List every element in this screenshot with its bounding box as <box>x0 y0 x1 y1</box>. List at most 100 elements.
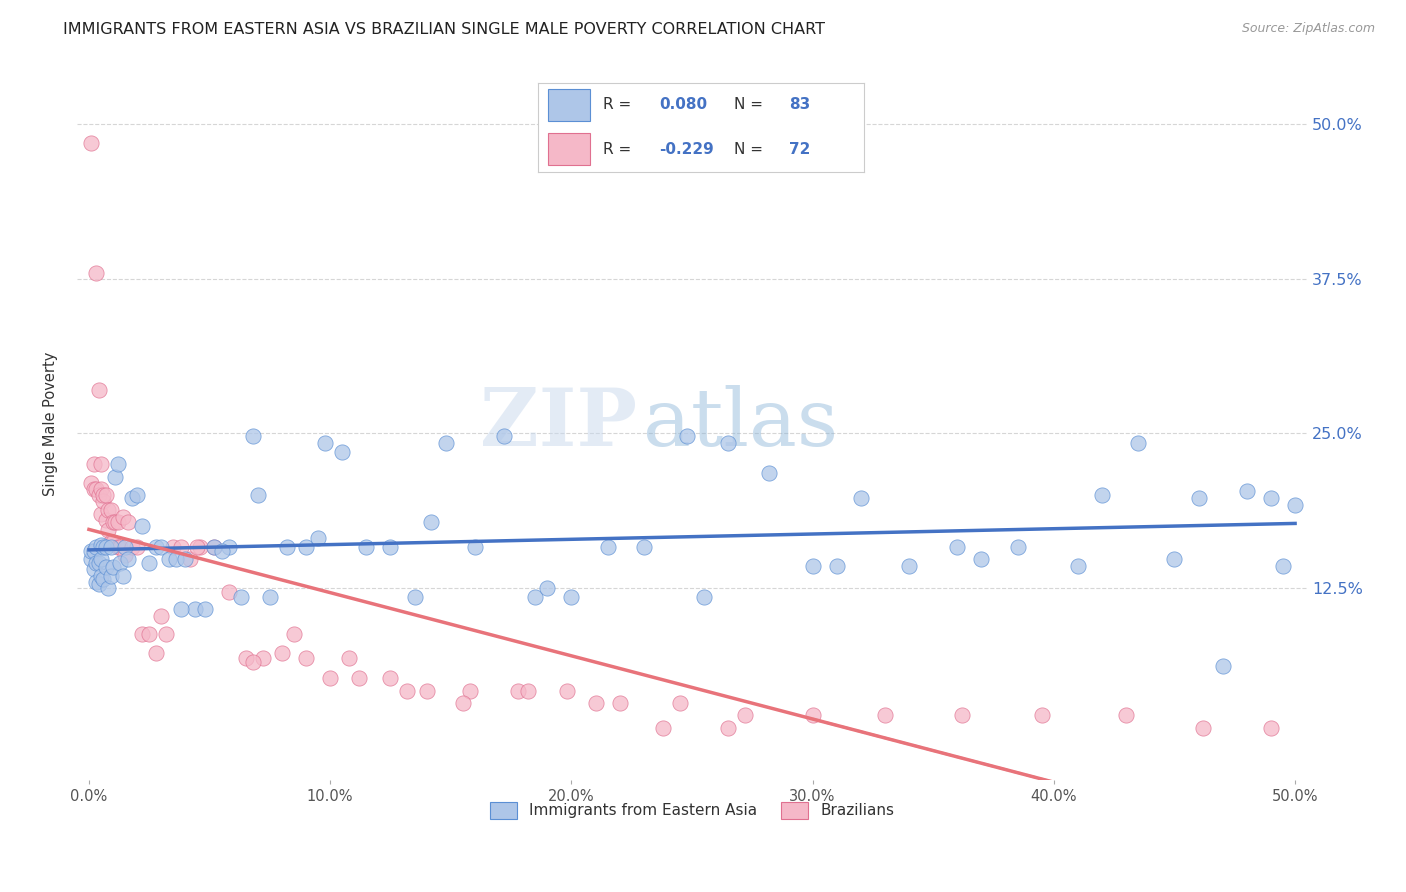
Point <box>218 540 240 554</box>
Point <box>93 572 115 586</box>
Point <box>380 540 402 554</box>
Point <box>94 560 117 574</box>
Point <box>319 671 342 685</box>
Point <box>218 584 240 599</box>
Point <box>188 540 211 554</box>
Point <box>84 556 107 570</box>
Point <box>873 708 896 723</box>
Point <box>165 552 187 566</box>
Point <box>758 466 780 480</box>
Point <box>100 535 122 549</box>
Point <box>246 488 269 502</box>
Point <box>131 519 153 533</box>
Point <box>633 540 655 554</box>
Point <box>107 540 129 554</box>
Point <box>464 540 486 554</box>
Point <box>155 626 177 640</box>
Point <box>211 544 233 558</box>
Point <box>898 558 921 573</box>
Point <box>127 488 149 502</box>
Point <box>1260 491 1282 505</box>
Point <box>114 540 136 554</box>
Point <box>169 602 191 616</box>
Point <box>276 540 298 554</box>
Point <box>110 556 132 570</box>
Point <box>90 482 112 496</box>
Point <box>90 507 112 521</box>
Point <box>186 540 208 554</box>
Point <box>117 516 139 530</box>
Point <box>524 590 547 604</box>
Point <box>950 708 973 723</box>
Point <box>339 651 361 665</box>
Point <box>90 457 112 471</box>
Point <box>104 516 127 530</box>
Point <box>1031 708 1053 723</box>
Point <box>80 475 103 490</box>
Point <box>184 602 207 616</box>
Point <box>1236 484 1258 499</box>
Point <box>1067 558 1090 573</box>
Point <box>314 436 336 450</box>
Point <box>1007 540 1029 554</box>
Point <box>150 609 173 624</box>
Point <box>1187 491 1209 505</box>
Point <box>458 683 481 698</box>
Point <box>94 540 117 554</box>
Point <box>492 429 515 443</box>
Point <box>107 516 129 530</box>
Y-axis label: Single Male Poverty: Single Male Poverty <box>44 351 58 496</box>
Text: ZIP: ZIP <box>479 385 637 463</box>
Point <box>295 651 318 665</box>
Point <box>652 721 675 735</box>
Point <box>87 556 110 570</box>
Point <box>97 581 120 595</box>
Text: Source: ZipAtlas.com: Source: ZipAtlas.com <box>1241 22 1375 36</box>
Point <box>80 544 103 558</box>
Point <box>157 552 180 566</box>
Point <box>252 651 274 665</box>
Point <box>242 429 264 443</box>
Point <box>100 568 122 582</box>
Point <box>174 552 197 566</box>
Point <box>101 535 124 549</box>
Point <box>536 581 558 595</box>
Point <box>307 532 329 546</box>
Point <box>87 383 110 397</box>
Point <box>283 626 305 640</box>
Point <box>202 540 225 554</box>
Point <box>90 552 112 566</box>
Point <box>107 457 129 471</box>
Point <box>145 540 167 554</box>
Point <box>100 503 122 517</box>
Text: IMMIGRANTS FROM EASTERN ASIA VS BRAZILIAN SINGLE MALE POVERTY CORRELATION CHART: IMMIGRANTS FROM EASTERN ASIA VS BRAZILIA… <box>63 22 825 37</box>
Point <box>84 540 107 554</box>
Point <box>347 671 370 685</box>
Point <box>560 590 582 604</box>
Point <box>94 488 117 502</box>
Point <box>801 708 824 723</box>
Point <box>1128 436 1150 450</box>
Point <box>717 721 740 735</box>
Point <box>717 436 740 450</box>
Point <box>121 540 143 554</box>
Point <box>87 488 110 502</box>
Point <box>585 696 607 710</box>
Point <box>356 540 378 554</box>
Point <box>104 469 127 483</box>
Point <box>434 436 457 450</box>
Point <box>131 626 153 640</box>
Point <box>80 136 103 150</box>
Point <box>84 266 107 280</box>
Point <box>84 482 107 496</box>
Point <box>415 683 437 698</box>
Point <box>420 516 443 530</box>
Point <box>517 683 540 698</box>
Point <box>80 552 103 566</box>
Point <box>93 488 115 502</box>
Point <box>93 540 115 554</box>
Point <box>259 590 281 604</box>
Point <box>242 655 264 669</box>
Point <box>97 523 120 537</box>
Point <box>669 696 692 710</box>
